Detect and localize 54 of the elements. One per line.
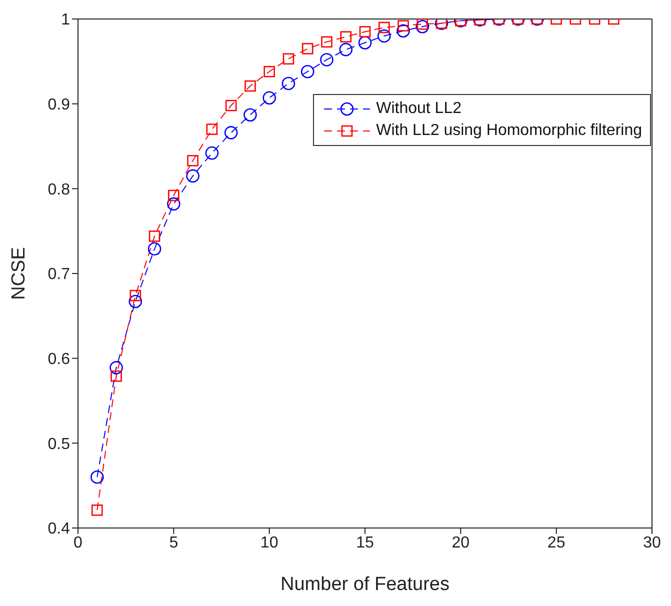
point	[262, 91, 276, 105]
point	[321, 36, 332, 48]
point	[91, 504, 103, 516]
point	[206, 124, 218, 135]
point	[110, 361, 123, 374]
y-tick-label: 0.7	[48, 266, 70, 284]
y-tick-label: 1	[61, 12, 70, 29]
point	[90, 470, 104, 484]
point	[148, 230, 160, 242]
x-tick-label: 30	[643, 534, 661, 552]
x-tick-label: 25	[547, 534, 566, 552]
point	[148, 242, 162, 256]
point	[320, 53, 334, 66]
x-tick-label: 15	[356, 534, 374, 552]
point	[187, 155, 198, 166]
point	[186, 169, 200, 183]
point	[205, 146, 219, 160]
legend-label: Without LL2	[375, 99, 462, 119]
point	[416, 19, 428, 30]
point	[224, 126, 238, 140]
point	[168, 190, 180, 202]
x-axis-title: Number of Features	[280, 574, 450, 595]
point	[302, 43, 314, 54]
point	[358, 36, 372, 50]
point	[398, 20, 409, 32]
x-tick-label: 10	[260, 534, 278, 552]
x-tick-label: 0	[74, 534, 83, 552]
point	[110, 370, 122, 382]
point	[128, 294, 142, 308]
point	[130, 290, 142, 302]
y-tick-label: 0.5	[48, 436, 70, 453]
y-axis-title: NCSE	[8, 247, 30, 300]
point	[416, 20, 430, 34]
y-tick-label: 0.8	[48, 181, 70, 198]
point	[167, 197, 180, 211]
point	[225, 100, 237, 112]
point	[377, 29, 391, 43]
y-tick-label: 0.6	[48, 351, 70, 368]
point	[378, 22, 390, 34]
point	[339, 42, 353, 56]
point	[244, 80, 256, 92]
y-tick-label: 0.9	[48, 96, 70, 114]
point	[340, 31, 352, 42]
point	[396, 24, 410, 38]
y-tick-label: 0.4	[48, 520, 70, 538]
point	[359, 26, 371, 38]
x-tick-label: 20	[452, 534, 470, 552]
legend-label: With LL2 using Homomorphic filtering	[375, 121, 642, 141]
point	[282, 53, 294, 65]
point	[300, 64, 314, 78]
x-tick-label: 5	[169, 534, 178, 552]
point	[282, 76, 296, 90]
point	[264, 66, 275, 78]
point	[244, 108, 257, 122]
